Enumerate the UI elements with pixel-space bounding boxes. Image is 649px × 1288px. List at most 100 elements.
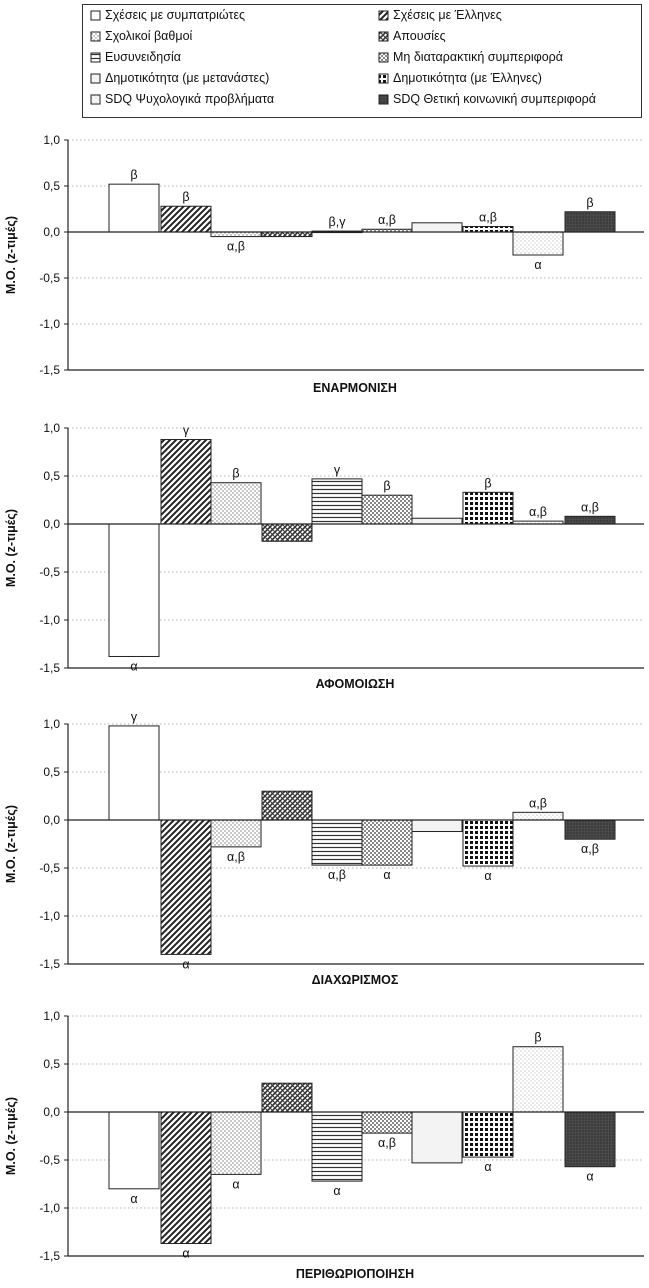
legend-label: Σχολικοί βαθμοί — [105, 29, 193, 43]
bar — [411, 222, 463, 233]
legend-label: Απουσίες — [393, 29, 446, 43]
bar — [261, 1082, 313, 1113]
bar — [361, 1111, 413, 1134]
bar — [512, 231, 564, 256]
bar — [411, 819, 463, 833]
y-tick-label: -1,0 — [39, 909, 60, 923]
chart-panel-diaxorismos: 1,0 0,5 0,0 -0,5 -1,0 -1,5 γ α α,β α,β α α α,β α,β Μ.Ο… — [0, 706, 649, 990]
bar-label: β — [534, 1031, 541, 1045]
bar-label: α,β — [581, 500, 599, 514]
bar-label: γ — [334, 463, 341, 477]
legend-label: SDQ Θετική κοινωνική συμπεριφορά — [393, 92, 596, 106]
bar-label: β — [182, 190, 189, 204]
legend-label: Δημοτικότητα (με Έλληνες) — [393, 71, 542, 85]
legend-item: SDQ Θετική κοινωνική συμπεριφορά — [378, 92, 596, 106]
bar — [160, 819, 212, 955]
y-axis-label: Μ.Ο. (z-τιμές) — [4, 216, 18, 294]
bar-label: α — [232, 1177, 239, 1191]
bar-label: β — [586, 196, 593, 210]
y-tick-label: -1,5 — [39, 363, 60, 377]
bar-label: β,γ — [329, 215, 347, 229]
bar — [108, 183, 160, 233]
y-tick-label: -0,5 — [39, 1153, 60, 1167]
bar-label: α,β — [328, 868, 346, 882]
y-tick-label: -0,5 — [39, 565, 60, 579]
legend-swatch — [90, 73, 101, 84]
legend-swatch — [90, 31, 101, 42]
bar — [462, 1111, 514, 1158]
chart-perithoriopoiisi: 1,0 0,5 0,0 -0,5 -1,0 -1,5 α α α α α,β α β α Μ.Ο. (z-τ… — [4, 1009, 644, 1281]
y-tick-label: 1,0 — [43, 1009, 60, 1023]
y-axis-label: Μ.Ο. (z-τιμές) — [4, 805, 18, 883]
legend-swatch — [90, 52, 101, 63]
bar-label: γ — [183, 424, 190, 438]
y-axis-label: Μ.Ο. (z-τιμές) — [4, 1097, 18, 1175]
chart-title: ΠΕΡΙΘΩΡΙΟΠΟΙΗΣΗ — [296, 1267, 414, 1281]
chart-title: ΑΦΟΜΟΙΩΣΗ — [316, 677, 395, 691]
bar-label: α,β — [479, 210, 497, 224]
y-tick-label: 0,5 — [43, 469, 60, 483]
legend-item: Δημοτικότητα (με μετανάστες) — [90, 71, 269, 85]
legend-swatch — [90, 10, 101, 21]
bar — [512, 1046, 564, 1113]
bar — [564, 1111, 616, 1168]
bar — [361, 819, 413, 866]
bar-label: α,β — [529, 796, 547, 810]
legend-swatch — [378, 10, 389, 21]
bar — [564, 819, 616, 840]
bar-label: α,β — [227, 850, 245, 864]
legend-label: SDQ Ψυχολογικά προβλήματα — [105, 92, 274, 106]
bar-label: α — [484, 869, 491, 883]
bar — [564, 515, 616, 525]
legend-label: Σχέσεις με Έλληνες — [393, 8, 502, 22]
bar-label: α,β — [378, 1136, 396, 1150]
y-tick-label: 0,5 — [43, 765, 60, 779]
bar — [311, 478, 363, 525]
legend: Σχέσεις με συμπατριώτες Σχέσεις με Έλληνε… — [82, 4, 642, 118]
legend-label: Δημοτικότητα (με μετανάστες) — [105, 71, 269, 85]
bar — [160, 439, 212, 525]
legend-swatch — [378, 52, 389, 63]
y-tick-label: 0,5 — [43, 1057, 60, 1071]
bar — [261, 523, 313, 542]
bar — [261, 231, 313, 238]
bar-label: β — [232, 467, 239, 481]
bar — [160, 1111, 212, 1245]
bar-label: α — [383, 868, 390, 882]
y-tick-label: -1,0 — [39, 1201, 60, 1215]
bar-label: α,β — [581, 842, 599, 856]
y-tick-label: 0,5 — [43, 179, 60, 193]
bar — [210, 231, 262, 238]
chart-afomoiosi: 1,0 0,5 0,0 -0,5 -1,0 -1,5 α γ β γ β β α,β α,β Μ.Ο. (z… — [4, 421, 644, 691]
legend-label: Μη διαταρακτική συμπεριφορά — [393, 50, 563, 64]
legend-swatch — [378, 94, 389, 105]
legend-item: Απουσίες — [378, 29, 446, 43]
legend-item: Σχολικοί βαθμοί — [90, 29, 193, 43]
legend-swatch — [90, 94, 101, 105]
bar — [411, 1111, 463, 1164]
bar — [108, 1111, 160, 1190]
bar — [311, 1111, 363, 1182]
legend-item: Ευσυνειδησία — [90, 50, 181, 64]
legend-item: Μη διαταρακτική συμπεριφορά — [378, 50, 563, 64]
y-tick-label: -0,5 — [39, 271, 60, 285]
chart-panel-perithoriopoiisi: 1,0 0,5 0,0 -0,5 -1,0 -1,5 α α α α α,β α β α Μ.Ο. (z-τ… — [0, 998, 649, 1283]
y-tick-label: 0,0 — [43, 813, 60, 827]
legend-swatch — [378, 73, 389, 84]
chart-title: ΕΝΑΡΜΟΝΙΣΗ — [313, 381, 397, 395]
bar — [361, 494, 413, 525]
y-tick-label: 0,0 — [43, 1105, 60, 1119]
y-tick-label: 1,0 — [43, 421, 60, 435]
bar-label: α,β — [227, 240, 245, 254]
chart-diaxorismos: 1,0 0,5 0,0 -0,5 -1,0 -1,5 γ α α,β α,β α α α,β α,β Μ.Ο… — [4, 710, 644, 987]
y-tick-label: -1,5 — [39, 1249, 60, 1263]
bar — [564, 211, 616, 233]
chart-panel-enarmonisi: 1,0 0,5 0,0 -0,5 -1,0 -1,5 β β α,β β,γ α,β α,β α β Μ.Ο… — [0, 120, 649, 398]
bar-label: α — [333, 1184, 340, 1198]
bar — [462, 491, 514, 525]
bar-label: α — [586, 1170, 593, 1184]
bar-label: α — [182, 957, 189, 971]
bar — [210, 819, 262, 848]
y-tick-label: 1,0 — [43, 717, 60, 731]
bar-label: α — [130, 659, 137, 673]
